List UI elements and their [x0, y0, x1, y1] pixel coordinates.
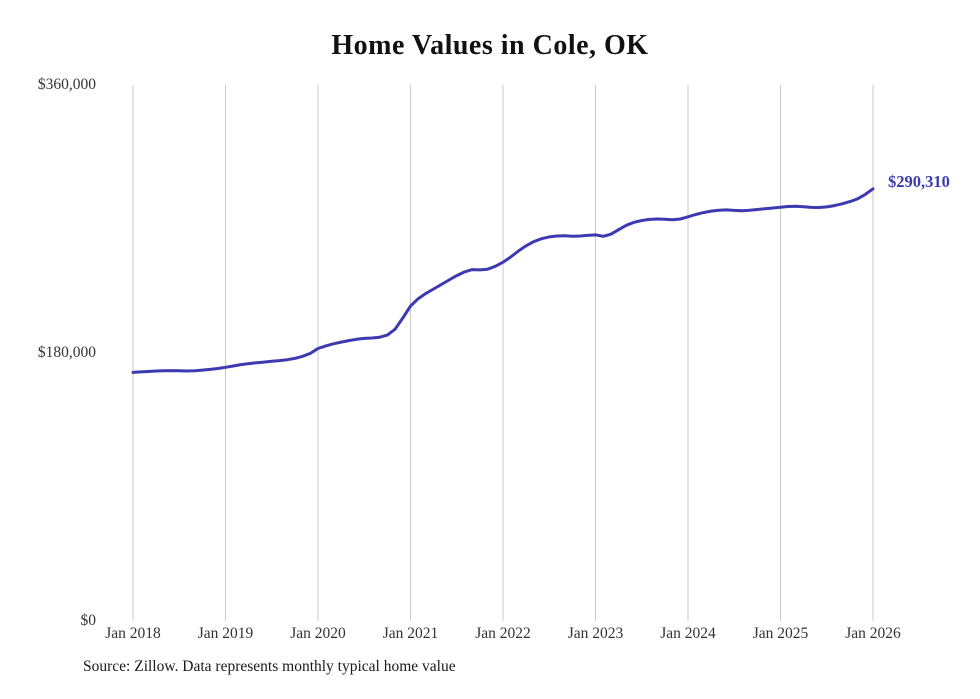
x-tick-label: Jan 2023: [567, 625, 624, 642]
x-tick-label: Jan 2025: [752, 625, 809, 642]
y-tick-label: $180,000: [37, 344, 96, 361]
x-tick-label: Jan 2026: [845, 625, 901, 642]
x-tick-label: Jan 2021: [382, 625, 439, 642]
home-value-line-series: [131, 187, 875, 374]
latest-value-label: $290,310: [888, 171, 950, 191]
source-note: Source: Zillow. Data represents monthly …: [83, 658, 456, 675]
x-tick-label: Jan 2024: [660, 625, 716, 642]
x-tick-label: Jan 2018: [105, 625, 161, 642]
x-tick-label: Jan 2019: [197, 625, 254, 642]
y-tick-label: $360,000: [37, 76, 96, 93]
y-tick-label: $0: [80, 612, 97, 629]
chart-title: Home Values in Cole, OK: [331, 30, 649, 61]
x-tick-label: Jan 2022: [475, 625, 531, 642]
x-tick-label: Jan 2020: [290, 625, 346, 642]
